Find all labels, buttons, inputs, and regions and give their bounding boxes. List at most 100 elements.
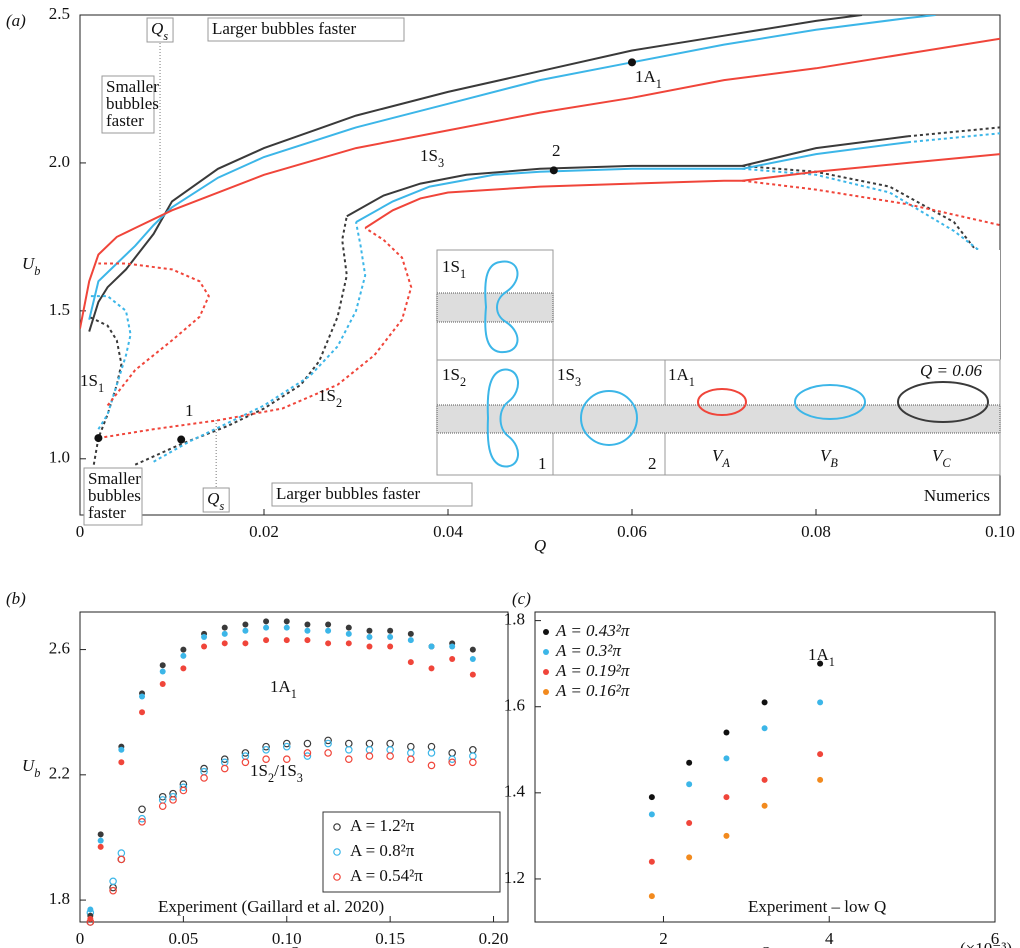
data-point [469,646,476,653]
legend-marker [333,848,341,856]
x-tick-label: 2 [659,929,668,948]
data-point [686,759,693,766]
inset-label-part: 1S [557,365,575,384]
data-point [159,681,166,688]
y-tick-label: 1.8 [504,610,525,629]
data-point [469,655,476,662]
curve-label-sub: 1 [656,77,662,91]
data-point [109,877,117,886]
data-point [344,739,353,748]
y-axis-label-part: U [22,756,36,775]
y-tick-label: 1.8 [49,889,70,908]
text-box-line: Larger bubbles faster [276,484,420,503]
text-box-line: bubbles [106,94,159,113]
series-line [355,141,909,223]
series-line [742,167,1000,268]
data-point [817,776,824,783]
inset-label: 1 [538,454,547,473]
x-tick-label: 0.02 [249,522,279,541]
data-point [180,646,187,653]
data-point [87,915,94,922]
legend-marker [543,689,549,695]
data-point [179,783,188,792]
panel-label: (b) [6,589,26,608]
data-point [723,794,730,801]
data-point [366,634,373,641]
qs-label-sub: s [219,499,224,513]
annotation: Experiment – low Q [748,897,886,916]
inset-label-part: 1S [442,365,460,384]
text-box-line: faster [106,111,144,130]
data-point [448,758,456,767]
data-point [139,693,146,700]
inset-label: 2 [648,454,657,473]
legend-label: A = 0.16²π [555,681,630,700]
y-tick-label: 1.5 [49,300,70,319]
data-point [428,643,435,650]
curve-label: 1S1 [80,371,104,395]
data-point [282,755,291,763]
curve-label-part: 1S [420,146,438,165]
data-point [324,739,332,748]
series-line [89,295,132,430]
qs-label: Qs [207,489,224,513]
series-line [80,37,1000,329]
data-point [428,665,435,672]
bubble-shape [897,381,989,423]
data-point [220,764,229,773]
x-tick-label: 0 [76,929,85,948]
data-point [221,640,228,647]
data-point [469,752,477,760]
series-line [742,179,1000,227]
data-point [324,736,332,745]
data-point [263,624,270,631]
inset-label: VB [820,446,838,470]
data-point [282,742,291,751]
legend-marker [333,823,341,831]
data-point [139,709,146,716]
bubble-shape [794,384,866,420]
legend-label: A = 1.2²π [350,816,415,835]
annotation-part: /1S [274,761,297,780]
data-point [686,854,693,861]
x-tick-label: 0.15 [375,929,405,948]
data-point [262,745,270,754]
plot-frame [79,611,509,923]
inset-label: 1S1 [442,257,466,281]
data-point [283,637,290,644]
data-point [427,749,436,757]
data-point [686,781,693,788]
data-point [179,786,188,795]
legend-marker [543,629,549,635]
data-point [283,618,290,625]
curve-label: 1A1 [635,67,662,91]
y-tick-label: 1.2 [504,868,525,887]
data-point [304,621,311,628]
data-point [118,759,125,766]
y-tick-label: 1.4 [504,782,526,801]
curve-label-part: 1S [318,386,336,405]
y-axis-label: Ub [22,756,40,780]
data-point [97,843,104,850]
x-tick-label: 0.08 [801,522,831,541]
text-box-line: bubbles [88,486,141,505]
data-point [723,729,730,736]
text-box [83,467,143,526]
data-point [263,637,270,644]
plot-frame [534,611,996,923]
inset-label-part: 1A [668,365,690,384]
data-point [427,742,436,751]
data-point [263,618,270,625]
bubble-shape [580,390,638,446]
panel-label: (c) [512,589,531,608]
data-point [138,814,146,823]
curve-label-sub: 3 [438,156,444,170]
y-axis-label-part: U [22,254,36,273]
annotation-part: 1S [250,761,268,780]
data-point [365,752,374,760]
curve-label-sub: 2 [336,396,342,410]
annotation: Experiment (Gaillard et al. 2020) [158,897,384,916]
data-point [169,796,177,804]
data-point [469,758,477,767]
data-point [158,792,167,801]
